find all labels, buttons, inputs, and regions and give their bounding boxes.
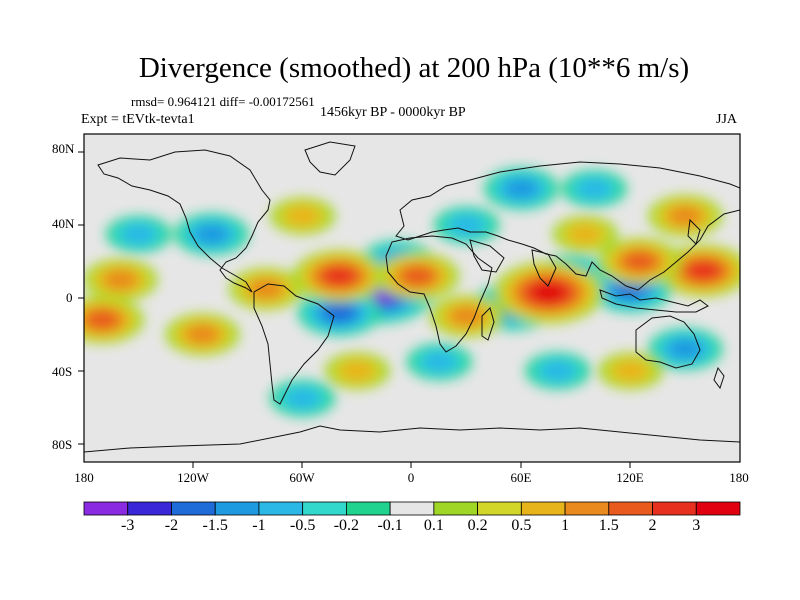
field-blob	[186, 324, 219, 345]
colorbar-swatch	[652, 501, 697, 516]
map-ticks	[78, 151, 631, 468]
field-blob	[669, 339, 702, 359]
field-blob	[688, 261, 719, 280]
coast-japan	[687, 218, 701, 245]
colorbar-label: -2	[164, 517, 179, 534]
lon-label-120e: 120E	[616, 470, 644, 485]
colorbar-swatch	[214, 501, 260, 516]
coast-europe-asia	[395, 161, 740, 291]
colorbar-swatch	[564, 501, 610, 516]
coast-south-america	[253, 283, 335, 405]
period-label: 1456kyr BP - 0000kyr BP	[320, 105, 466, 120]
coast-madagascar	[481, 307, 495, 341]
colorbar-swatch	[127, 501, 172, 516]
coast-india	[531, 249, 557, 287]
coast-arabia	[469, 239, 505, 273]
colorbar-swatch	[608, 501, 653, 516]
lon-label-60w: 60W	[289, 470, 315, 485]
colorbar-label: -1	[252, 517, 266, 534]
colorbar-label: 0.1	[423, 517, 444, 534]
colorbar-swatch	[477, 501, 522, 516]
colorbar-label: -1.5	[202, 517, 228, 534]
field-blob	[121, 224, 157, 245]
coast-greenland	[304, 141, 356, 176]
field-blob	[195, 224, 228, 244]
field-blob	[323, 303, 355, 322]
colorbar-label: 1	[561, 517, 570, 534]
colorbar-swatch	[83, 501, 129, 516]
lon-label-120w: 120W	[177, 470, 209, 485]
coast-africa	[385, 235, 493, 353]
field-blob	[401, 266, 434, 286]
coast-antarctica	[84, 425, 740, 453]
colorbar-label: -0.2	[333, 517, 360, 534]
colorbar-label: 3	[692, 517, 701, 534]
field-blob	[449, 214, 485, 236]
field-blob	[540, 360, 576, 382]
colorbar-label: 0.5	[511, 517, 532, 534]
plot-title: Divergence (smoothed) at 200 hPa (10**6 …	[138, 52, 690, 84]
colorbar-swatch	[433, 501, 479, 516]
colorbar-swatch	[302, 501, 347, 516]
colorbar	[83, 501, 741, 516]
field-blob	[613, 360, 649, 382]
lon-label-180w: 180	[74, 470, 94, 485]
coast-maritime-continent	[599, 289, 709, 313]
colorbar-label: -3	[121, 517, 135, 534]
field-blob	[624, 252, 656, 271]
lat-label-80s: 80S	[52, 437, 73, 452]
field-blob	[669, 206, 702, 226]
lon-label-0: 0	[407, 470, 415, 485]
coast-north-america	[97, 149, 271, 293]
colorbar-swatch	[695, 501, 741, 516]
colorbar-label: 2	[648, 517, 657, 534]
field-blob	[450, 306, 483, 326]
colorbar-label: 0.2	[467, 517, 488, 534]
field-blob	[323, 267, 355, 286]
lon-label-60e: 60E	[510, 470, 532, 485]
field-blob	[285, 205, 321, 227]
lat-label-40n: 40N	[52, 216, 75, 231]
lat-label-0: 0	[66, 290, 73, 305]
colorbar-swatch	[520, 501, 566, 516]
field-blob	[285, 388, 321, 409]
field-blob	[576, 178, 612, 199]
colorbar-swatch	[389, 501, 435, 516]
field-blob	[504, 179, 538, 199]
experiment-label: Expt = tEVtk-tevta1	[81, 112, 195, 127]
colorbar-label: -0.5	[289, 517, 316, 534]
field-blob	[86, 310, 118, 330]
coast-australia	[635, 315, 701, 369]
lat-label-40s: 40S	[52, 364, 73, 379]
stats-text: rmsd= 0.964121 diff= -0.00172561	[131, 94, 315, 109]
colorbar-label: 1.5	[598, 517, 619, 534]
coastlines	[84, 141, 740, 453]
colorbar-swatch	[171, 501, 216, 516]
field-blob	[249, 279, 283, 299]
field-blob	[339, 360, 375, 382]
field-blob	[104, 270, 137, 290]
lon-label-180e: 180	[729, 470, 749, 485]
colorbar-swatch	[345, 501, 391, 516]
field-blob	[532, 283, 565, 302]
season-label: JJA	[716, 112, 738, 127]
divergence-field	[84, 167, 740, 417]
field-blob	[567, 224, 603, 245]
field-layer	[84, 134, 740, 462]
colorbar-swatch	[258, 501, 304, 516]
coast-new-zealand	[713, 366, 725, 390]
field-blob	[421, 351, 457, 372]
colorbar-label: -0.1	[377, 517, 403, 534]
lat-label-80n: 80N	[52, 141, 75, 156]
